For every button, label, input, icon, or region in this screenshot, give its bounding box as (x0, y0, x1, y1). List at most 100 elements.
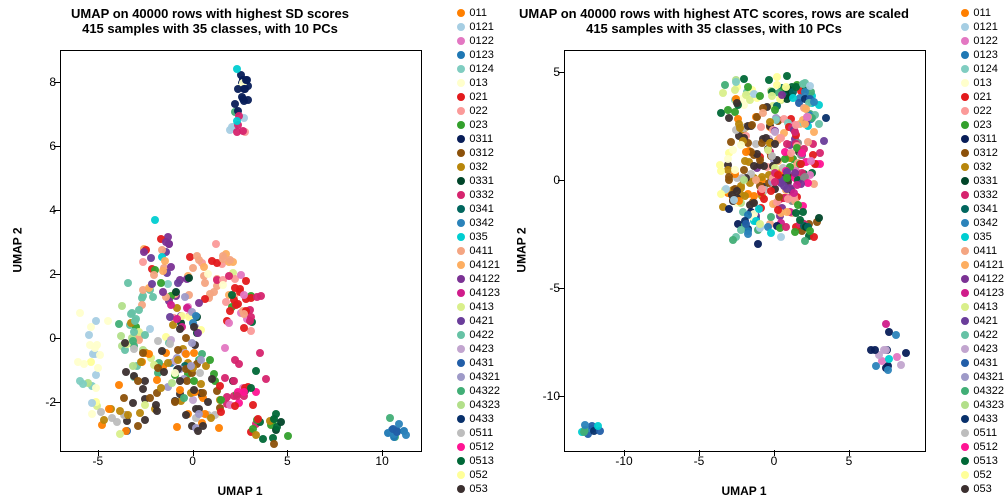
legend-label: 0423 (973, 344, 997, 355)
legend-swatch (961, 275, 969, 283)
legend-label: 0331 (469, 176, 493, 187)
scatter-point (810, 233, 818, 241)
legend-item: 013 (457, 76, 500, 90)
legend-label: 04321 (469, 372, 500, 383)
scatter-point (737, 141, 745, 149)
legend-swatch (457, 429, 465, 437)
scatter-point (115, 381, 123, 389)
scatter-point (180, 394, 188, 402)
panel-right: UMAP on 40000 rows with highest ATC scor… (504, 0, 1008, 504)
scatter-point (76, 309, 84, 317)
scatter-point (226, 307, 234, 315)
legend-item: 0341 (457, 202, 500, 216)
legend-label: 0431 (973, 358, 997, 369)
panel-left-xlabel: UMAP 1 (60, 484, 420, 498)
scatter-point (158, 347, 166, 355)
title-line1: UMAP on 40000 rows with highest SD score… (0, 6, 420, 21)
scatter-point (207, 414, 215, 422)
legend-label: 0421 (469, 316, 493, 327)
scatter-point (212, 240, 220, 248)
legend-swatch (961, 191, 969, 199)
legend-item: 053 (961, 482, 1004, 496)
scatter-point (161, 257, 169, 265)
legend-swatch (961, 107, 969, 115)
scatter-point (768, 92, 776, 100)
scatter-point (124, 279, 132, 287)
scatter-point (164, 359, 172, 367)
scatter-point (815, 120, 823, 128)
scatter-point (150, 271, 158, 279)
scatter-point (885, 355, 893, 363)
scatter-point (741, 157, 749, 165)
legend-label: 011 (469, 8, 487, 19)
legend-item: 011 (457, 6, 500, 20)
legend-item: 0431 (457, 356, 500, 370)
legend-item: 0513 (961, 454, 1004, 468)
legend-swatch (961, 135, 969, 143)
legend-label: 04122 (973, 274, 1004, 285)
scatter-point (216, 382, 224, 390)
scatter-point (233, 392, 241, 400)
legend-swatch (457, 457, 465, 465)
scatter-point (756, 220, 764, 228)
legend-label: 0433 (469, 414, 493, 425)
scatter-point (277, 418, 285, 426)
scatter-point (215, 424, 223, 432)
legend-label: 0121 (973, 22, 997, 33)
scatter-point (820, 137, 828, 145)
scatter-point (737, 226, 745, 234)
title-line1: UMAP on 40000 rows with highest ATC scor… (504, 6, 924, 21)
scatter-point (208, 375, 216, 383)
scatter-point (742, 148, 750, 156)
scatter-point (733, 187, 741, 195)
scatter-point (240, 97, 248, 105)
scatter-point (892, 331, 900, 339)
scatter-point (581, 421, 589, 429)
scatter-point (149, 293, 157, 301)
legend-swatch (457, 401, 465, 409)
legend-swatch (457, 317, 465, 325)
scatter-point (756, 92, 764, 100)
legend-swatch (457, 65, 465, 73)
legend-label: 0122 (469, 36, 493, 47)
scatter-point (100, 416, 108, 424)
scatter-point (252, 431, 260, 439)
figure: UMAP on 40000 rows with highest SD score… (0, 0, 1008, 504)
scatter-point (141, 416, 149, 424)
scatter-point (115, 320, 123, 328)
legend-swatch (961, 9, 969, 17)
scatter-point (171, 398, 179, 406)
legend-label: 0124 (469, 64, 493, 75)
legend-item: 04323 (961, 398, 1004, 412)
scatter-point (729, 236, 737, 244)
scatter-point (165, 240, 173, 248)
scatter-point (884, 366, 892, 374)
scatter-point (141, 331, 149, 339)
scatter-point (822, 114, 830, 122)
scatter-point (780, 182, 788, 190)
legend-item: 023 (457, 118, 500, 132)
ytick-label: -10 (540, 389, 560, 403)
scatter-point (793, 181, 801, 189)
scatter-point (97, 408, 105, 416)
legend-label: 011 (973, 8, 991, 19)
scatter-point (249, 401, 257, 409)
legend-swatch (457, 415, 465, 423)
scatter-point (744, 83, 752, 91)
legend-item: 04123 (961, 286, 1004, 300)
scatter-point (729, 146, 737, 154)
scatter-point (120, 394, 128, 402)
scatter-point (187, 362, 195, 370)
scatter-point (182, 411, 190, 419)
legend-label: 0122 (973, 36, 997, 47)
legend-swatch (961, 359, 969, 367)
legend-swatch (961, 387, 969, 395)
legend-item: 0512 (457, 440, 500, 454)
legend-label: 0512 (973, 442, 997, 453)
ytick-label: -2 (36, 395, 56, 409)
panel-left-legend: 0110121012201230124013021022023031103120… (457, 6, 500, 496)
scatter-point (257, 292, 265, 300)
legend-swatch (961, 429, 969, 437)
legend-label: 0332 (973, 190, 997, 201)
legend-swatch (457, 261, 465, 269)
